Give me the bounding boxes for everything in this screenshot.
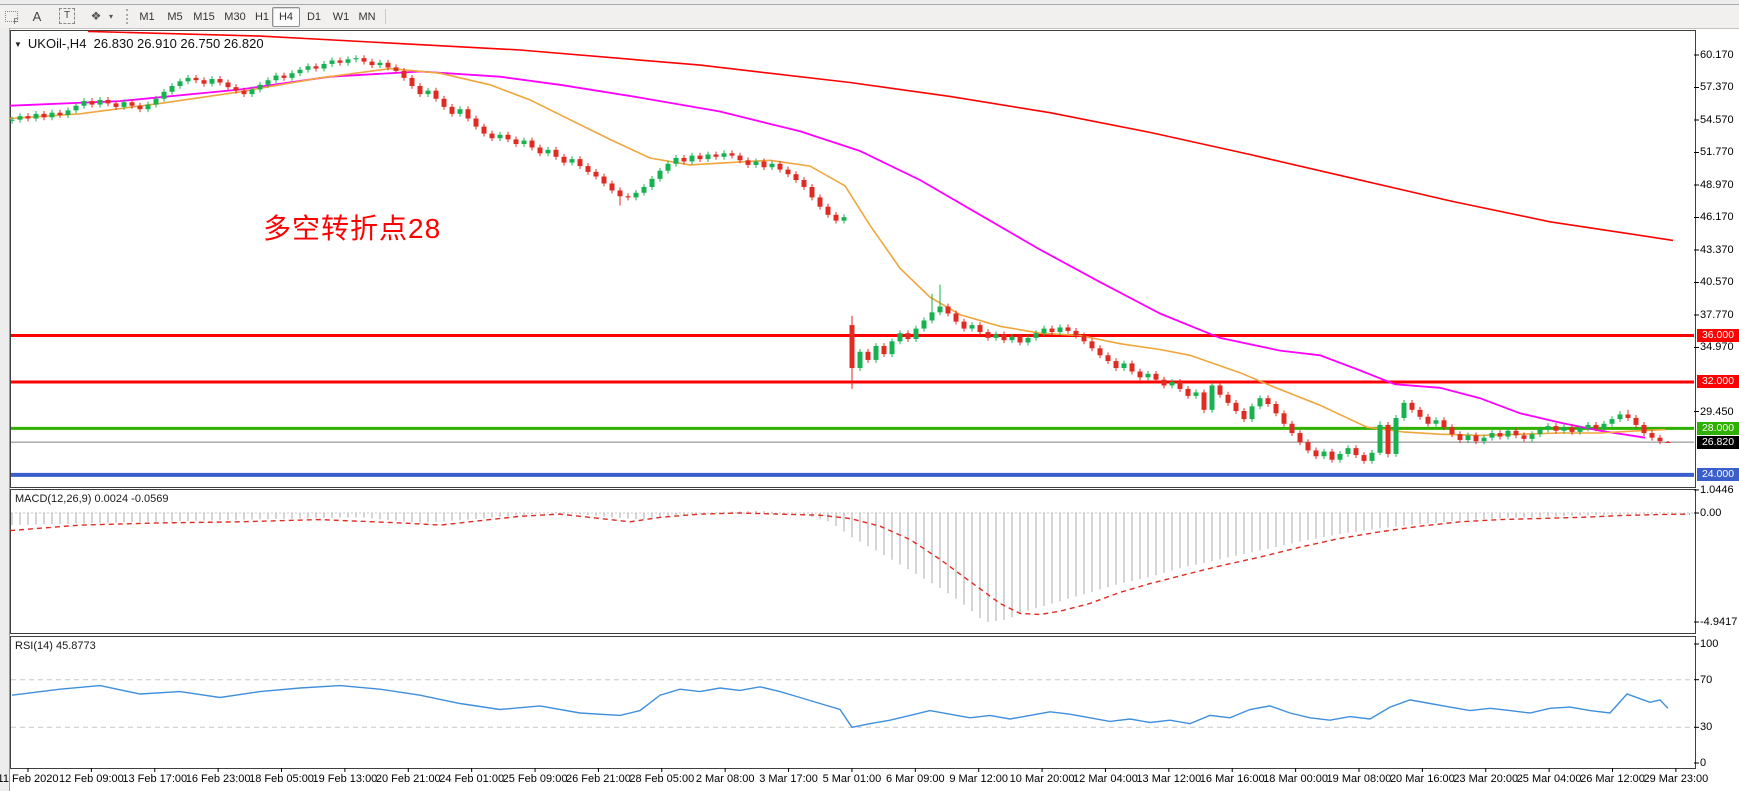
price-tick-label: 54.570 — [1700, 113, 1734, 126]
time-tick-label: 25 Mar 04:00 — [1516, 773, 1582, 785]
price-level-badge: 32.000 — [1697, 375, 1739, 389]
rsi-indicator-label: RSI(14) 45.8773 — [15, 640, 96, 652]
time-tick-label: 25 Feb 09:00 — [502, 773, 568, 785]
toolbar-drag-handle[interactable] — [126, 9, 131, 24]
price-tick-label: 29.450 — [1700, 405, 1734, 418]
time-tick-label: 24 Feb 01:00 — [439, 773, 505, 785]
time-tick-label: 20 Mar 16:00 — [1389, 773, 1455, 785]
main-toolbar: F A T ❖ ▾ M1 M5 M15 M30 H1 H4 D1 W1 MN — [0, 5, 1739, 29]
price-tick-label: 57.370 — [1700, 81, 1734, 94]
text-box-icon[interactable]: T — [58, 8, 76, 24]
macd-indicator-label: MACD(12,26,9) 0.0024 -0.0569 — [15, 493, 169, 505]
price-level-badge: 24.000 — [1697, 468, 1739, 482]
time-tick-label: 16 Feb 23:00 — [185, 773, 251, 785]
time-tick-label: 18 Mar 00:00 — [1263, 773, 1328, 785]
timeframe-button-m15[interactable]: M15 — [193, 11, 215, 23]
macd-tick-label: 1.0446 — [1700, 483, 1734, 496]
current-price-badge: 26.820 — [1697, 435, 1739, 449]
cutoff-toolbar-strip — [0, 0, 1739, 5]
toolbar-separator — [385, 9, 386, 24]
time-tick-label: 13 Mar 12:00 — [1136, 773, 1202, 785]
chart-title-dropdown-icon[interactable]: ▼ — [14, 40, 22, 49]
price-level-badge: 36.000 — [1697, 329, 1739, 343]
time-tick-label: 12 Feb 09:00 — [58, 773, 124, 785]
price-tick-label: 43.370 — [1700, 243, 1734, 256]
timeframe-button-d1[interactable]: D1 — [306, 11, 322, 23]
text-label-icon[interactable]: A — [32, 8, 42, 24]
rsi-panel[interactable] — [10, 636, 1696, 769]
rsi-tick-label: 70 — [1700, 673, 1713, 686]
macd-tick-label: 0.00 — [1700, 507, 1722, 519]
rsi-tick-label: 0 — [1700, 757, 1707, 769]
time-tick-label: 6 Mar 09:00 — [885, 773, 945, 785]
time-tick-label: 5 Mar 01:00 — [822, 773, 882, 785]
main-chart-panel[interactable] — [10, 30, 1696, 488]
chart-title: ▼ UKOil-,H4 26.830 26.910 26.750 26.820 — [14, 36, 264, 51]
time-tick-label: 18 Feb 05:00 — [249, 773, 314, 785]
price-level-badge: 28.000 — [1697, 421, 1739, 435]
timeframe-button-h4[interactable]: H4 — [272, 7, 300, 27]
time-tick-label: 13 Feb 17:00 — [122, 773, 188, 785]
time-tick-label: 11 Feb 2020 — [0, 773, 59, 785]
macd-panel[interactable] — [10, 489, 1696, 634]
rsi-tick-label: 100 — [1700, 638, 1719, 650]
time-tick-label: 26 Mar 12:00 — [1580, 773, 1645, 785]
timeframe-button-h1[interactable]: H1 — [254, 11, 270, 23]
time-tick-label: 16 Mar 16:00 — [1199, 773, 1265, 785]
time-tick-label: 12 Mar 04:00 — [1073, 773, 1138, 785]
time-tick-label: 9 Mar 12:00 — [949, 773, 1009, 785]
price-tick-label: 37.770 — [1700, 308, 1734, 321]
time-tick-label: 23 Mar 20:00 — [1453, 773, 1519, 785]
time-tick-label: 19 Mar 08:00 — [1326, 773, 1392, 785]
price-tick-label: 46.170 — [1700, 211, 1734, 224]
time-tick-label: 28 Feb 05:00 — [629, 773, 695, 785]
time-tick-label: 2 Mar 08:00 — [695, 773, 755, 785]
arrow-objects-icon[interactable]: ❖ — [90, 9, 102, 23]
time-tick-label: 26 Feb 21:00 — [565, 773, 631, 785]
price-tick-label: 48.970 — [1700, 178, 1734, 191]
time-tick-label: 10 Mar 20:00 — [1009, 773, 1075, 785]
timeframe-button-m30[interactable]: M30 — [224, 11, 246, 23]
timeframe-button-m5[interactable]: M5 — [167, 11, 183, 23]
time-tick-label: 19 Feb 13:00 — [312, 773, 378, 785]
timeframe-button-mn[interactable]: MN — [358, 11, 376, 23]
window-left-edge — [0, 28, 10, 791]
ohlc-readout: 26.830 26.910 26.750 26.820 — [93, 36, 264, 51]
price-tick-label: 40.570 — [1700, 276, 1734, 289]
time-tick-label: 20 Feb 21:00 — [375, 773, 441, 785]
macd-tick-label: -4.9417 — [1700, 616, 1738, 628]
grid-f-icon[interactable]: F — [2, 8, 20, 26]
dropdown-caret-icon[interactable]: ▾ — [108, 11, 113, 21]
time-tick-label: 29 Mar 23:00 — [1643, 773, 1709, 785]
symbol-period-label: UKOil-,H4 — [27, 36, 87, 51]
chart-text-annotation[interactable]: 多空转折点28 — [263, 213, 442, 244]
timeframe-button-w1[interactable]: W1 — [332, 11, 350, 23]
timeframe-button-m1[interactable]: M1 — [139, 11, 155, 23]
price-tick-label: 34.970 — [1700, 341, 1734, 354]
price-tick-label: 51.770 — [1700, 146, 1734, 159]
rsi-tick-label: 30 — [1700, 721, 1713, 734]
time-tick-label: 3 Mar 17:00 — [759, 773, 818, 785]
price-tick-label: 60.170 — [1700, 49, 1734, 61]
